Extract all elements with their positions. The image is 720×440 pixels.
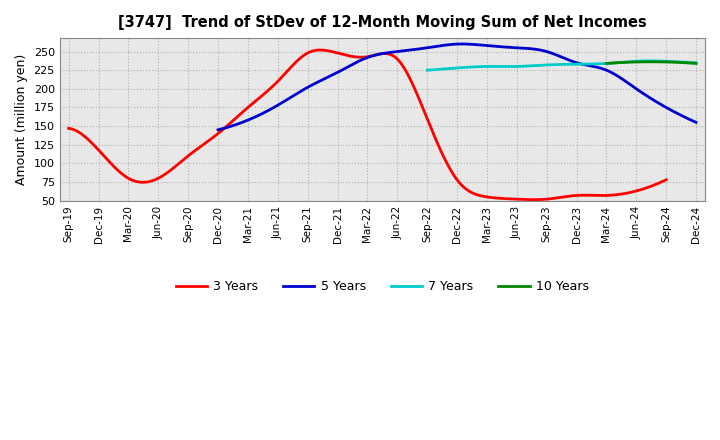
7 Years	[424, 67, 433, 73]
Line: 7 Years: 7 Years	[427, 61, 696, 70]
5 Years	[649, 97, 657, 103]
3 Years	[66, 126, 75, 131]
3 Years	[572, 193, 580, 198]
Legend: 3 Years, 5 Years, 7 Years, 10 Years: 3 Years, 5 Years, 7 Years, 10 Years	[171, 275, 594, 298]
Line: 10 Years: 10 Years	[606, 62, 696, 63]
10 Years	[678, 60, 687, 65]
10 Years	[656, 59, 665, 65]
10 Years	[602, 61, 611, 66]
7 Years	[588, 61, 596, 66]
3 Years	[316, 48, 325, 53]
3 Years	[420, 109, 428, 114]
5 Years	[214, 127, 222, 132]
Line: 3 Years: 3 Years	[68, 50, 666, 200]
3 Years	[530, 197, 539, 202]
7 Years	[582, 62, 590, 67]
5 Years	[500, 44, 508, 50]
5 Years	[456, 41, 465, 47]
5 Years	[508, 45, 516, 50]
7 Years	[583, 62, 592, 67]
10 Years	[683, 60, 692, 66]
3 Years	[662, 177, 670, 183]
3 Years	[610, 192, 618, 198]
3 Years	[422, 114, 431, 119]
3 Years	[64, 126, 73, 131]
7 Years	[423, 67, 431, 73]
7 Years	[692, 60, 701, 66]
10 Years	[657, 59, 666, 65]
Line: 5 Years: 5 Years	[218, 44, 696, 130]
7 Years	[667, 59, 676, 64]
5 Years	[498, 44, 507, 50]
5 Years	[692, 120, 701, 125]
10 Years	[603, 61, 611, 66]
3 Years	[432, 138, 441, 143]
7 Years	[646, 58, 654, 63]
10 Years	[647, 59, 656, 64]
5 Years	[618, 77, 627, 82]
5 Years	[215, 127, 224, 132]
7 Years	[650, 58, 659, 63]
10 Years	[655, 59, 664, 65]
Y-axis label: Amount (million yen): Amount (million yen)	[15, 54, 28, 185]
10 Years	[692, 61, 701, 66]
Title: [3747]  Trend of StDev of 12-Month Moving Sum of Net Incomes: [3747] Trend of StDev of 12-Month Moving…	[118, 15, 647, 30]
